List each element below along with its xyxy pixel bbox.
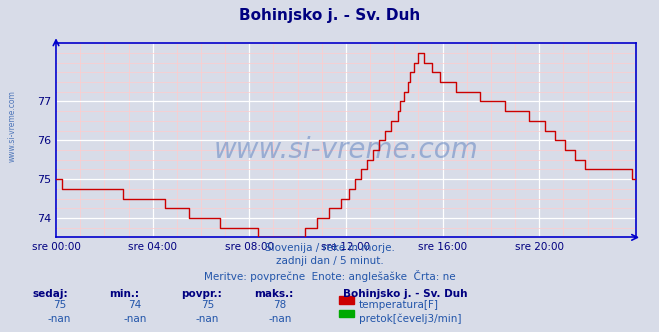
Text: 78: 78 <box>273 300 287 310</box>
Text: povpr.:: povpr.: <box>181 289 222 299</box>
Text: Slovenija / reke in morje.: Slovenija / reke in morje. <box>264 243 395 253</box>
Text: min.:: min.: <box>109 289 139 299</box>
Text: Bohinjsko j. - Sv. Duh: Bohinjsko j. - Sv. Duh <box>239 8 420 23</box>
Text: -nan: -nan <box>123 314 147 324</box>
Text: 74: 74 <box>129 300 142 310</box>
Text: -nan: -nan <box>196 314 219 324</box>
Text: -nan: -nan <box>268 314 292 324</box>
Text: -nan: -nan <box>47 314 71 324</box>
Text: temperatura[F]: temperatura[F] <box>359 300 439 310</box>
Text: sedaj:: sedaj: <box>33 289 69 299</box>
Text: Bohinjsko j. - Sv. Duh: Bohinjsko j. - Sv. Duh <box>343 289 467 299</box>
Text: 75: 75 <box>53 300 66 310</box>
Text: www.si-vreme.com: www.si-vreme.com <box>214 136 478 164</box>
Text: 75: 75 <box>201 300 214 310</box>
Text: zadnji dan / 5 minut.: zadnji dan / 5 minut. <box>275 256 384 266</box>
Text: maks.:: maks.: <box>254 289 293 299</box>
Text: www.si-vreme.com: www.si-vreme.com <box>8 90 17 162</box>
Text: pretok[čevelj3/min]: pretok[čevelj3/min] <box>359 314 462 324</box>
Text: Meritve: povprečne  Enote: anglešaške  Črta: ne: Meritve: povprečne Enote: anglešaške Črt… <box>204 270 455 282</box>
